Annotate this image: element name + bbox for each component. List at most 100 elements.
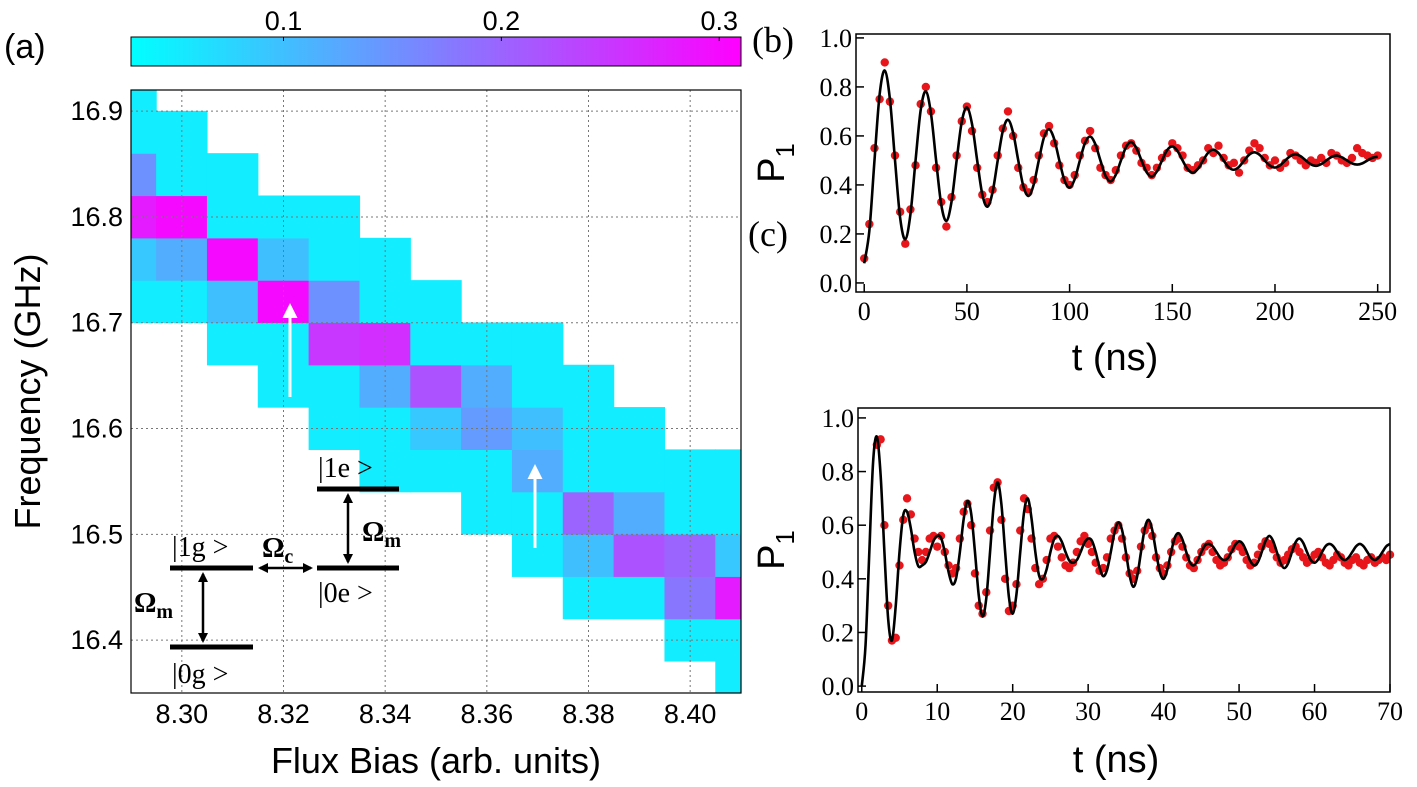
heatmap-cell bbox=[511, 449, 564, 493]
heatmap-cell bbox=[613, 534, 666, 577]
colorbar-tick-label: 0.2 bbox=[483, 6, 521, 36]
y-tick-label: 0.8 bbox=[822, 458, 855, 487]
x-tick-label: 20 bbox=[1000, 697, 1026, 726]
heatmap-cell bbox=[664, 491, 716, 535]
x-tick-label: 8.30 bbox=[156, 699, 209, 729]
heatmap-cell bbox=[156, 153, 208, 197]
heatmap-cell bbox=[206, 237, 259, 281]
annotation-text: Ω bbox=[262, 533, 284, 564]
fit-curve bbox=[860, 435, 1391, 687]
heatmap-cell bbox=[613, 576, 666, 620]
heatmap-cell bbox=[308, 322, 361, 366]
y-tick-label: 16.4 bbox=[70, 625, 123, 655]
x-axis-label: t (ns) bbox=[1073, 739, 1160, 781]
y-axis-label-subscript: 1 bbox=[770, 143, 800, 157]
data-point bbox=[1053, 542, 1063, 551]
heatmap-cell bbox=[664, 576, 716, 620]
heatmap-cell bbox=[562, 491, 615, 535]
x-tick-label: 60 bbox=[1302, 697, 1328, 726]
heatmap-cell bbox=[613, 491, 666, 535]
y-tick-label: 16.6 bbox=[70, 414, 123, 444]
y-tick-label: 0.4 bbox=[822, 565, 855, 594]
data-point bbox=[1234, 168, 1244, 177]
heatmap-cell bbox=[715, 576, 741, 620]
y-tick-label: 0.6 bbox=[820, 122, 853, 151]
fit-curve bbox=[862, 69, 1378, 264]
x-tick-label: 30 bbox=[1075, 697, 1101, 726]
heatmap-cell bbox=[308, 280, 361, 324]
annotation-text: |1g > bbox=[172, 532, 228, 563]
plot-frame bbox=[130, 89, 742, 694]
x-tick-label: 0 bbox=[858, 297, 871, 326]
x-tick-label: 8.38 bbox=[562, 699, 615, 729]
data-point bbox=[1270, 156, 1280, 165]
heatmap-cell bbox=[131, 153, 157, 197]
annotation-subscript: c bbox=[284, 546, 293, 568]
panel-label: (a) bbox=[4, 28, 46, 66]
heatmap-cell bbox=[131, 280, 157, 324]
data-point bbox=[1255, 143, 1264, 153]
data-point bbox=[1347, 153, 1357, 163]
data-point bbox=[1229, 158, 1239, 168]
y-tick-label: 0.0 bbox=[820, 269, 853, 298]
heatmap-cell bbox=[715, 534, 741, 577]
heatmap-cell bbox=[156, 237, 208, 281]
x-tick-label: 70 bbox=[1377, 697, 1403, 726]
y-tick-label: 0.2 bbox=[822, 618, 855, 647]
x-tick-label: 200 bbox=[1255, 297, 1294, 326]
data-point bbox=[921, 82, 931, 92]
annotation: |1g > bbox=[172, 532, 228, 563]
colorbar-tick-label: 0.3 bbox=[700, 6, 738, 36]
y-axis-label: P1 bbox=[751, 143, 800, 183]
x-tick-label: 8.32 bbox=[257, 699, 310, 729]
y-axis-label-subscript: 1 bbox=[770, 530, 800, 544]
y-tick-label: 16.8 bbox=[70, 202, 123, 232]
x-tick-label: 8.34 bbox=[359, 699, 412, 729]
y-tick-label: 1.0 bbox=[820, 24, 853, 53]
x-tick-label: 10 bbox=[924, 697, 950, 726]
data-point bbox=[933, 542, 942, 551]
x-tick-label: 150 bbox=[1153, 297, 1192, 326]
colorbar bbox=[130, 36, 742, 67]
heatmap-cell bbox=[206, 153, 259, 197]
x-tick-label: 8.40 bbox=[664, 699, 717, 729]
data-point bbox=[1080, 531, 1089, 541]
data-point bbox=[1260, 153, 1269, 163]
heatmap-cell bbox=[511, 364, 564, 408]
data-point bbox=[1057, 553, 1066, 562]
annotation: |0e > bbox=[318, 578, 373, 609]
y-tick-label: 16.7 bbox=[70, 308, 123, 338]
x-tick-label: 50 bbox=[1226, 697, 1252, 726]
heatmap-cell bbox=[715, 449, 741, 493]
data-point bbox=[902, 494, 912, 503]
heatmap-cell bbox=[359, 237, 411, 281]
heatmap-cell bbox=[131, 90, 157, 112]
heatmap-cell bbox=[613, 449, 666, 493]
x-tick-label: 250 bbox=[1358, 297, 1397, 326]
y-tick-label: 0.4 bbox=[820, 171, 853, 200]
heatmap-cell bbox=[410, 364, 462, 408]
heatmap-cell bbox=[206, 280, 259, 324]
heatmap-cell bbox=[308, 364, 361, 408]
annotation-text: Ω bbox=[362, 517, 384, 548]
x-axis-label: Flux Bias (arb. units) bbox=[271, 740, 601, 781]
data-point bbox=[1003, 107, 1013, 116]
heatmap-cell bbox=[461, 322, 513, 366]
heatmap-cell bbox=[257, 322, 310, 366]
annotation-text: |0e > bbox=[318, 578, 373, 609]
heatmap-cell bbox=[410, 280, 462, 324]
y-axis-label: P1 bbox=[751, 530, 800, 570]
annotation: Ωm bbox=[134, 588, 173, 623]
data-point bbox=[1049, 531, 1059, 541]
heatmap-cell bbox=[511, 491, 564, 535]
heatmap-cell bbox=[156, 110, 208, 154]
panel-label: (b) bbox=[752, 20, 794, 60]
heatmap-cell bbox=[206, 322, 259, 366]
heatmap-cell bbox=[359, 322, 411, 366]
heatmap-cell bbox=[410, 449, 462, 493]
y-axis-label-main: P bbox=[751, 545, 793, 570]
y-tick-label: 0.8 bbox=[820, 73, 853, 102]
data-point bbox=[880, 58, 889, 67]
